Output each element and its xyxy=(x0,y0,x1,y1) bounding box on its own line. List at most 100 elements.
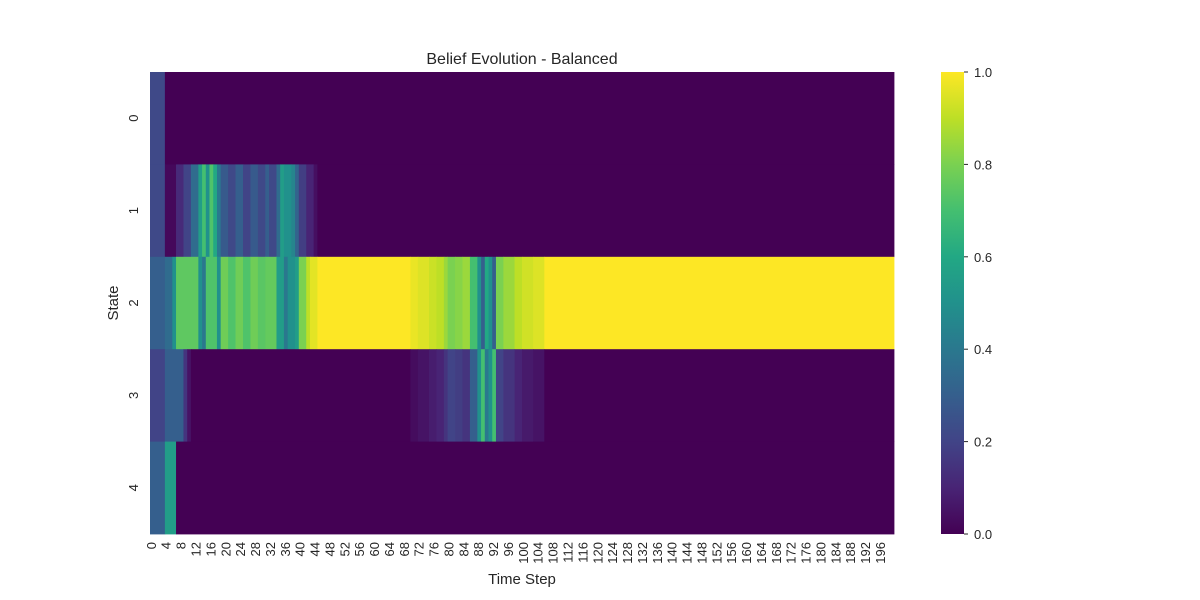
heatmap-cell-state-1 xyxy=(283,164,292,258)
x-tick-label: 180 xyxy=(814,542,829,564)
heatmap-cell-state-1 xyxy=(220,164,229,258)
x-tick-label: 128 xyxy=(620,542,635,564)
x-tick-label: 188 xyxy=(843,542,858,564)
heatmap-cell-state-2 xyxy=(306,256,311,350)
heatmap-cell-state-3 xyxy=(429,349,437,442)
heatmap-cell-state-2 xyxy=(447,256,456,350)
heatmap-cell-state-1 xyxy=(198,164,203,258)
heatmap-cell-state-3 xyxy=(477,349,482,442)
x-tick-label: 116 xyxy=(575,542,590,563)
heatmap-cell-state-1 xyxy=(202,164,207,258)
x-tick-label: 104 xyxy=(531,542,546,564)
heatmap-cell-state-2 xyxy=(228,256,236,350)
heatmap-cell-state-2 xyxy=(235,256,244,350)
x-tick-label: 36 xyxy=(278,542,293,556)
heatmap-cell-state-2 xyxy=(265,256,277,350)
heatmap-cell-state-2 xyxy=(205,256,218,350)
chart-title: Belief Evolution - Balanced xyxy=(426,51,617,68)
x-tick-label: 160 xyxy=(739,542,754,564)
heatmap-cell-state-2 xyxy=(429,256,437,350)
heatmap-cell-state-2 xyxy=(250,256,259,350)
heatmap-cell-state-3 xyxy=(187,349,192,442)
colorbar-ticks: 0.0 0.2 0.4 0.6 0.8 1.0 xyxy=(964,65,992,542)
heatmap-cell-state-3 xyxy=(492,349,497,442)
x-tick-label: 96 xyxy=(501,542,516,556)
x-tick-label: 172 xyxy=(784,542,799,564)
x-axis-ticks: 0 4 8 12 16 20 24 28 32 36 40 44 48 52 56 60 64 68 72 76 80 8… xyxy=(144,542,888,564)
colorbar-tick-label: 0.4 xyxy=(974,342,992,357)
colorbar-tick-label: 0.0 xyxy=(974,527,992,542)
y-tick-label: 3 xyxy=(126,392,141,399)
heatmap-cell-state-2 xyxy=(462,256,471,350)
heatmap-cell-state-1 xyxy=(265,164,270,258)
heatmap-cell-state-0 xyxy=(164,72,895,165)
heatmap-cell-state-1 xyxy=(306,164,315,258)
x-tick-label: 44 xyxy=(308,542,323,556)
heatmap-cell-state-2 xyxy=(150,256,166,350)
x-tick-label: 4 xyxy=(159,542,174,549)
heatmap-cell-state-3 xyxy=(514,349,523,442)
heatmap-cell-state-1 xyxy=(150,164,166,258)
x-tick-label: 184 xyxy=(828,542,843,564)
heatmap-cell-state-2 xyxy=(220,256,229,350)
x-tick-label: 16 xyxy=(203,542,218,556)
heatmap-cell-state-2 xyxy=(417,256,430,350)
heatmap-cell-state-3 xyxy=(544,349,895,442)
heatmap-cell-state-2 xyxy=(243,256,251,350)
x-tick-label: 136 xyxy=(650,542,665,564)
x-tick-label: 144 xyxy=(680,542,695,564)
x-tick-label: 108 xyxy=(546,542,561,564)
heatmap-cell-state-3 xyxy=(417,349,430,442)
heatmap-cell-state-1 xyxy=(280,164,285,258)
heatmap-cell-state-3 xyxy=(455,349,463,442)
heatmap-cell-state-1 xyxy=(216,164,222,258)
heatmap-cell-state-2 xyxy=(172,256,177,350)
x-tick-label: 156 xyxy=(724,542,739,564)
x-tick-label: 120 xyxy=(590,542,605,564)
heatmap-cell-state-3 xyxy=(436,349,445,442)
x-tick-label: 124 xyxy=(605,542,620,564)
heatmap-cell-state-2 xyxy=(488,256,493,350)
x-tick-label: 140 xyxy=(665,542,680,564)
x-tick-label: 64 xyxy=(382,542,397,556)
heatmap-cell-state-2 xyxy=(283,256,289,350)
heatmap-cells xyxy=(150,72,895,535)
x-tick-label: 0 xyxy=(144,542,159,549)
heatmap-cell-state-3 xyxy=(190,349,411,442)
x-tick-label: 68 xyxy=(397,542,412,556)
heatmap-cell-state-2 xyxy=(469,256,478,350)
heatmap-cell-state-1 xyxy=(213,164,218,258)
heatmap-cell-state-2 xyxy=(481,256,486,350)
heatmap-cell-state-1 xyxy=(295,164,300,258)
heatmap-cell-state-3 xyxy=(462,349,471,442)
heatmap-cell-state-1 xyxy=(205,164,210,258)
heatmap-cell-state-3 xyxy=(533,349,545,442)
y-axis-label: State xyxy=(105,285,122,320)
heatmap-cell-state-1 xyxy=(317,164,895,258)
heatmap-cell-state-1 xyxy=(276,164,281,258)
heatmap-cell-state-3 xyxy=(443,349,448,442)
heatmap-cell-state-2 xyxy=(295,256,300,350)
heatmap-cell-state-2 xyxy=(176,256,199,350)
heatmap-cell-state-4 xyxy=(176,441,895,535)
heatmap-cell-state-2 xyxy=(455,256,463,350)
heatmap-cell-state-1 xyxy=(313,164,318,258)
heatmap-cell-state-1 xyxy=(243,164,251,258)
heatmap-cell-state-3 xyxy=(164,349,184,442)
heatmap-cell-state-2 xyxy=(317,256,411,350)
x-tick-label: 88 xyxy=(471,542,486,556)
x-tick-label: 52 xyxy=(337,542,352,556)
heatmap-cell-state-3 xyxy=(447,349,456,442)
colorbar xyxy=(941,72,964,534)
colorbar-tick-label: 0.8 xyxy=(974,157,992,172)
heatmap-cell-state-1 xyxy=(190,164,199,258)
heatmap-cell-state-2 xyxy=(495,256,504,350)
heatmap-cell-state-2 xyxy=(436,256,445,350)
heatmap-cell-state-2 xyxy=(522,256,534,350)
heatmap-cell-state-1 xyxy=(176,164,184,258)
heatmap-cell-state-2 xyxy=(216,256,222,350)
heatmap-cell-state-1 xyxy=(269,164,277,258)
x-tick-label: 12 xyxy=(189,542,204,556)
colorbar-tick-label: 0.6 xyxy=(974,250,992,265)
heatmap-cell-state-1 xyxy=(250,164,259,258)
